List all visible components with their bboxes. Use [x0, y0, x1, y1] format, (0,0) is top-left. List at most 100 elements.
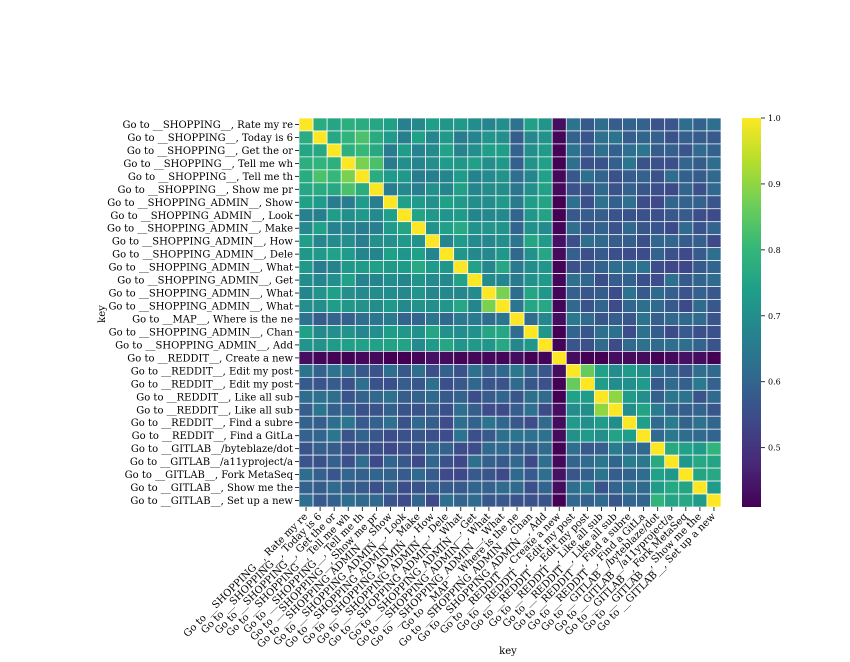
heatmap-cell: [565, 143, 581, 158]
heatmap-cell: [354, 156, 370, 171]
heatmap-cell: [650, 467, 666, 482]
heatmap-cell: [340, 273, 356, 287]
heatmap-cell: [467, 130, 483, 145]
heatmap-cell: [594, 402, 609, 417]
heatmap-cell: [650, 376, 666, 391]
heatmap-cell: [594, 234, 609, 249]
heatmap-cell: [368, 441, 384, 456]
heatmap-cell: [692, 234, 708, 249]
heatmap-cell: [664, 325, 680, 339]
y-tick-label: Go to __SHOPPING_ADMIN__, Get: [117, 276, 293, 287]
heatmap-cell: [678, 493, 694, 508]
heatmap-cell: [453, 402, 469, 417]
heatmap-cell: [439, 480, 455, 495]
heatmap-cell: [411, 467, 426, 482]
heatmap-cell: [565, 286, 581, 300]
heatmap-cell: [664, 364, 680, 378]
heatmap-cell: [481, 480, 497, 495]
heatmap-cell: [312, 143, 328, 158]
heatmap-cell: [622, 467, 637, 482]
heatmap-cell: [397, 117, 412, 132]
heatmap-cell: [354, 454, 370, 469]
heatmap-cell: [326, 415, 342, 430]
heatmap-cell: [565, 312, 581, 326]
colorbar-tick-label: 0.5: [768, 444, 781, 453]
heatmap-cell: [411, 402, 426, 417]
heatmap-cell: [692, 325, 708, 339]
heatmap-cell: [664, 467, 680, 482]
heatmap-cell: [664, 389, 680, 404]
heatmap-cell: [439, 260, 455, 274]
heatmap-cell: [706, 286, 722, 300]
heatmap-cell: [608, 454, 623, 469]
heatmap-cell: [678, 260, 694, 274]
heatmap-cell: [636, 130, 652, 145]
heatmap-cell: [495, 376, 511, 391]
heatmap-cell: [636, 389, 652, 404]
heatmap-cell: [594, 182, 609, 197]
heatmap-cell: [579, 454, 595, 469]
heatmap-cell: [636, 351, 652, 365]
heatmap-cell: [636, 312, 652, 326]
heatmap-cell: [678, 441, 694, 456]
heatmap-cell: [523, 402, 539, 417]
heatmap-cell: [425, 234, 441, 249]
heatmap-cell: [523, 467, 539, 482]
heatmap-cell: [368, 325, 384, 339]
heatmap-cell: [551, 130, 567, 145]
heatmap-cell: [495, 428, 511, 443]
heatmap-cell: [312, 428, 328, 443]
heatmap-cell: [467, 467, 483, 482]
heatmap-cell: [636, 428, 652, 443]
heatmap-cell: [467, 389, 483, 404]
heatmap-cell: [383, 493, 398, 508]
heatmap-cell: [692, 195, 708, 210]
heatmap-cell: [340, 247, 356, 261]
heatmap-cell: [551, 428, 567, 443]
heatmap-cell: [664, 234, 680, 249]
heatmap-cell: [664, 117, 680, 132]
heatmap-cell: [509, 493, 525, 508]
heatmap-cell: [692, 208, 708, 223]
heatmap-cell: [594, 208, 609, 223]
heatmap-cell: [650, 480, 666, 495]
y-tick-label: Go to __GITLAB__/byteblaze/dot: [131, 444, 293, 455]
heatmap-cell: [354, 338, 370, 352]
heatmap-cell: [678, 143, 694, 158]
heatmap-cell: [594, 467, 609, 482]
heatmap-cell: [537, 312, 553, 326]
heatmap-cell: [425, 221, 441, 236]
heatmap-cell: [439, 325, 455, 339]
y-tick-label: Go to __REDDIT__, Find a GitLa: [132, 431, 293, 442]
heatmap-cell: [495, 260, 511, 274]
heatmap-cell: [594, 415, 609, 430]
heatmap-cell: [579, 325, 595, 339]
heatmap-cell: [664, 130, 680, 145]
y-tick-label: Go to __SHOPPING__, Today is 6: [127, 133, 293, 144]
heatmap-cell: [467, 351, 483, 365]
heatmap-cell: [622, 182, 637, 197]
heatmap-cell: [622, 286, 637, 300]
heatmap-cell: [537, 338, 553, 352]
heatmap-cell: [537, 351, 553, 365]
heatmap-cell: [523, 273, 539, 287]
heatmap-cell: [383, 156, 398, 171]
heatmap-cell: [594, 169, 609, 184]
heatmap-cell: [298, 312, 314, 326]
heatmap-cell: [439, 208, 455, 223]
heatmap-cell: [354, 208, 370, 223]
heatmap-cell: [551, 376, 567, 391]
heatmap-cell: [326, 454, 342, 469]
heatmap-cell: [594, 299, 609, 313]
heatmap-cell: [453, 493, 469, 508]
heatmap-cell: [340, 441, 356, 456]
heatmap-cell: [397, 169, 412, 184]
heatmap-cell: [594, 221, 609, 236]
heatmap-cell: [579, 208, 595, 223]
heatmap-cell: [439, 143, 455, 158]
heatmap-cell: [312, 169, 328, 184]
heatmap-cell: [692, 143, 708, 158]
heatmap-cell: [650, 208, 666, 223]
heatmap-cell: [397, 208, 412, 223]
heatmap-cell: [439, 351, 455, 365]
